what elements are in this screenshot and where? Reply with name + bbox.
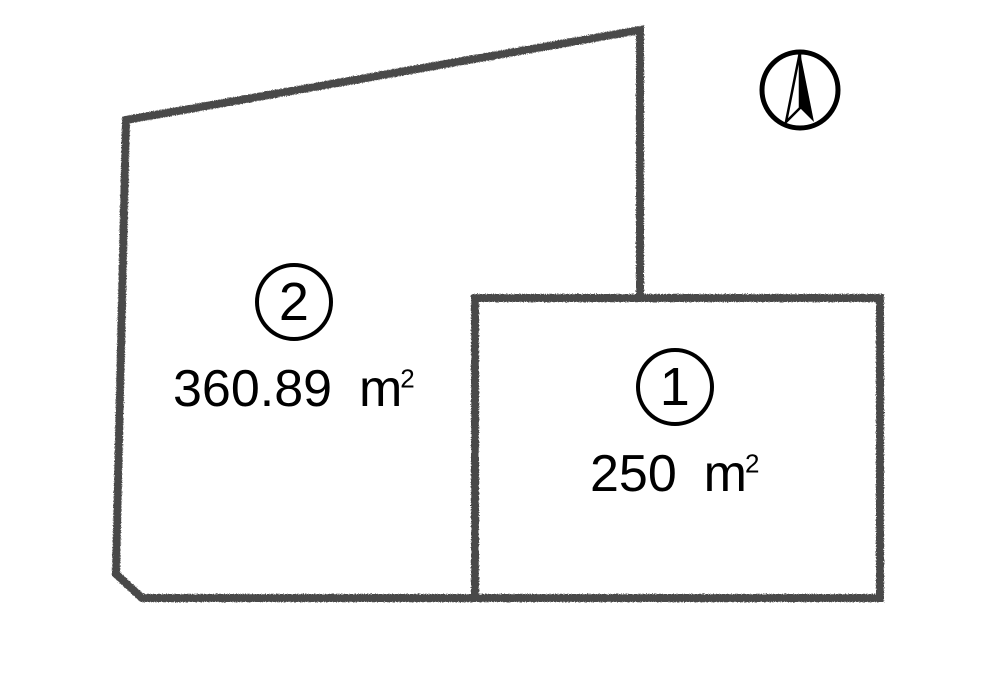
- parcel-2-area-unit: m: [359, 360, 400, 418]
- parcel-2-area-value: 360.89: [173, 360, 332, 418]
- parcel-1-number-text: 1: [660, 356, 690, 418]
- parcel-1-area-unit: m: [704, 445, 745, 503]
- parcel-2-area-sup: 2: [400, 364, 414, 394]
- parcel-diagram: 2 360.89 m2 1 250 m2: [0, 0, 1000, 675]
- parcel-svg: [0, 0, 1000, 675]
- parcel-1-label-group: 1 250 m2: [590, 348, 759, 504]
- parcel-2-area: 360.89 m2: [173, 359, 415, 419]
- parcel-2-number-text: 2: [279, 271, 309, 333]
- parcel-1-area: 250 m2: [590, 444, 759, 504]
- parcel-2-label-group: 2 360.89 m2: [173, 263, 415, 419]
- parcel-1-area-sup: 2: [745, 449, 759, 479]
- parcel-1-number: 1: [636, 348, 714, 426]
- north-arrow-icon: [762, 52, 838, 128]
- parcel-1-area-value: 250: [590, 445, 677, 503]
- parcel-2-number: 2: [255, 263, 333, 341]
